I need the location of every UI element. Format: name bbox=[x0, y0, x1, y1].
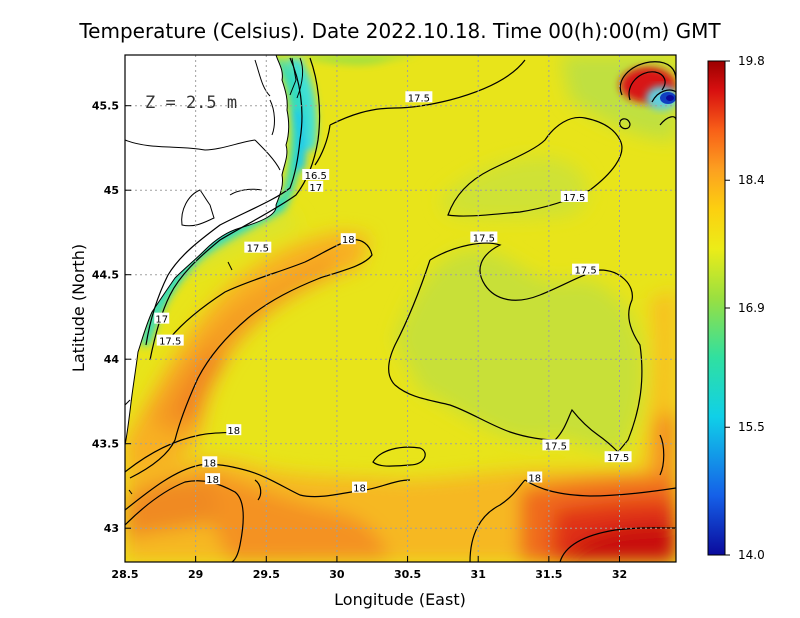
x-tick-label: 28.5 bbox=[111, 568, 138, 581]
contour-label: 18 bbox=[227, 426, 240, 437]
contour-label: 18 bbox=[528, 474, 541, 485]
contour-label-bg bbox=[340, 233, 356, 245]
y-tick-label: 43.5 bbox=[92, 438, 119, 451]
contour-label: 18 bbox=[203, 458, 216, 469]
x-tick-label: 30.5 bbox=[394, 568, 421, 581]
temperature-field bbox=[125, 55, 676, 562]
contour-label-bg bbox=[154, 312, 170, 324]
contour-label-bg bbox=[542, 439, 570, 451]
contour-label-bg bbox=[302, 168, 330, 180]
contour-label-bg bbox=[156, 334, 184, 346]
contour-label: 17.5 bbox=[473, 234, 495, 245]
contour-label-bg bbox=[527, 471, 543, 483]
contour-label: 17.5 bbox=[607, 453, 629, 464]
y-tick-label: 44.5 bbox=[92, 269, 119, 282]
contour-label: 18 bbox=[353, 484, 366, 495]
colorbar bbox=[707, 60, 726, 556]
x-tick-label: 29 bbox=[188, 568, 203, 581]
contour-label-bg bbox=[604, 451, 632, 463]
contour-label-bg bbox=[572, 263, 600, 275]
depth-label: Z = 2.5 m bbox=[145, 93, 237, 113]
contour-label-bg bbox=[560, 190, 588, 202]
x-axis: 28.5 29 29.5 30 30.5 31 31.5 32 bbox=[111, 556, 627, 581]
contour-label: 18 bbox=[206, 475, 219, 486]
x-tick-label: 29.5 bbox=[253, 568, 280, 581]
contour-label: 17.5 bbox=[159, 337, 181, 348]
contour-lines bbox=[125, 57, 676, 562]
x-tick-label: 30 bbox=[329, 568, 345, 581]
contour-label-bg bbox=[405, 91, 433, 103]
contour-label: 17.5 bbox=[408, 93, 430, 104]
x-axis-label: Longitude (East) bbox=[334, 590, 466, 609]
contour-label-bg bbox=[308, 180, 324, 192]
colorbar-tick-label: 19.8 bbox=[738, 54, 765, 68]
y-axis-label: Latitude (North) bbox=[69, 244, 88, 372]
x-tick-label: 31 bbox=[471, 568, 486, 581]
contour-label-bg bbox=[244, 241, 272, 253]
y-tick-label: 45 bbox=[104, 184, 119, 197]
y-axis: 43 43.5 44 44.5 45 45.5 bbox=[92, 100, 131, 535]
y-tick-label: 43 bbox=[104, 522, 119, 535]
contour-label: 17.5 bbox=[247, 244, 269, 255]
gridlines bbox=[125, 55, 676, 562]
contour-label-bg bbox=[470, 231, 498, 243]
x-tick-label: 31.5 bbox=[535, 568, 562, 581]
contour-label: 17 bbox=[309, 183, 322, 194]
contour-label-bg bbox=[226, 424, 242, 436]
y-tick-label: 44 bbox=[104, 353, 120, 366]
colorbar-tick-label: 18.4 bbox=[738, 173, 765, 187]
colorbar-tick-label: 15.5 bbox=[738, 420, 765, 434]
contour-label: 17.5 bbox=[545, 441, 567, 452]
colorbar-tick-label: 14.0 bbox=[738, 548, 765, 562]
chart-title: Temperature (Celsius). Date 2022.10.18. … bbox=[78, 19, 721, 43]
coastline-details bbox=[125, 57, 304, 495]
x-tick-label: 32 bbox=[612, 568, 627, 581]
contour-label-bg bbox=[202, 456, 218, 468]
contour-label-bg bbox=[205, 473, 221, 485]
contour-label: 17.5 bbox=[574, 266, 596, 277]
colorbar-tick-label: 16.9 bbox=[738, 301, 765, 315]
y-tick-label: 45.5 bbox=[92, 100, 119, 113]
contour-label: 17.5 bbox=[563, 193, 585, 204]
contour-label: 18 bbox=[342, 235, 355, 246]
contour-label-bg bbox=[352, 481, 368, 493]
contour-label: 16.5 bbox=[305, 171, 327, 182]
contour-label: 17 bbox=[155, 315, 168, 326]
plot-frame bbox=[124, 54, 677, 563]
colorbar-ticks: 19.8 18.4 16.9 15.5 14.0 bbox=[725, 54, 765, 562]
